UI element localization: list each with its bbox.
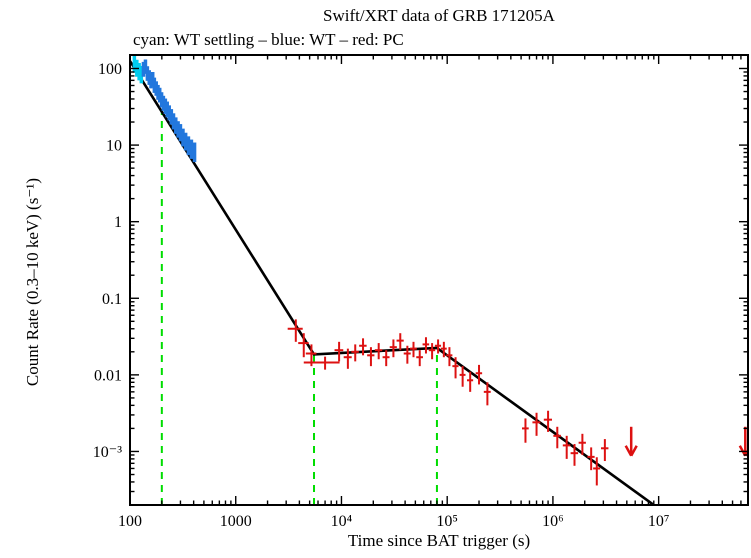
upper-limit-arrows (624, 426, 748, 457)
y-tick-label: 10⁻³ (93, 444, 122, 461)
x-tick-label: 10⁵ (436, 513, 458, 530)
y-tick-label: 1 (114, 214, 122, 231)
x-tick-label: 10⁴ (331, 513, 353, 530)
break-time-lines (160, 111, 438, 505)
chart-subtitle: cyan: WT settling – blue: WT – red: PC (133, 30, 404, 49)
series-wt (141, 59, 197, 163)
model-fit-line (130, 60, 657, 505)
series-pc (287, 319, 609, 486)
x-axis-label: Time since BAT trigger (s) (347, 531, 531, 550)
x-tick-label: 10⁷ (648, 513, 670, 530)
data-layer (130, 55, 748, 505)
series-wt-settling (132, 55, 144, 84)
chart-title: Swift/XRT data of GRB 171205A (323, 6, 555, 25)
y-tick-label: 0.1 (102, 291, 122, 308)
x-tick-label: 100 (118, 513, 142, 530)
y-tick-label: 100 (98, 61, 122, 78)
y-tick-label: 0.01 (94, 367, 122, 384)
axes-frame (129, 54, 749, 506)
y-tick-label: 10 (106, 138, 122, 155)
x-tick-label: 10⁶ (542, 513, 564, 530)
x-tick-label: 1000 (220, 513, 252, 530)
